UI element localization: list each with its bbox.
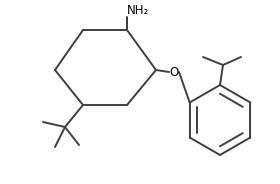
- Text: NH₂: NH₂: [127, 3, 149, 17]
- Text: O: O: [169, 66, 179, 79]
